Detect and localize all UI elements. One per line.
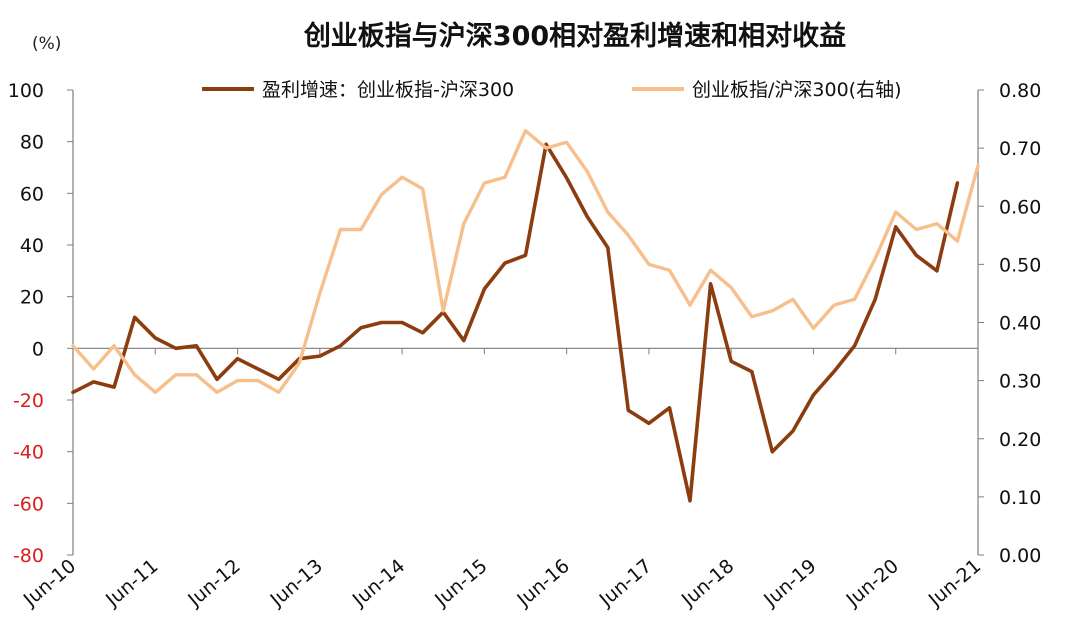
x-tick-label: Jun-15 [430, 555, 491, 612]
legend-label-1: 盈利增速：创业板指-沪深300 [262, 79, 514, 101]
right-tick-label: 0.10 [999, 487, 1041, 509]
x-tick-label: Jun-16 [512, 555, 573, 612]
right-tick-label: 0.60 [999, 196, 1041, 218]
x-tick-label: Jun-13 [266, 555, 327, 612]
left-tick-label: 100 [8, 80, 44, 102]
series-line-1 [71, 142, 960, 503]
chart-title: 创业板指与沪深300相对盈利增速和相对收益 [303, 21, 847, 52]
left-tick-label: 40 [20, 235, 44, 257]
right-tick-label: 0.20 [999, 429, 1041, 451]
x-tick-label: Jun-21 [924, 555, 985, 612]
left-axis-unit: (%) [32, 34, 62, 54]
left-tick-label: 80 [20, 132, 44, 154]
left-tick-label: -40 [13, 442, 44, 464]
x-tick-label: Jun-14 [348, 555, 409, 612]
right-tick-label: 0.40 [999, 313, 1041, 335]
series-line-2 [71, 128, 980, 394]
left-tick-label: 60 [20, 183, 44, 205]
x-tick-label: Jun-17 [595, 555, 656, 612]
x-tick-label: Jun-19 [759, 555, 820, 612]
x-tick-label: Jun-20 [842, 555, 903, 612]
x-tick-label: Jun-12 [183, 555, 244, 612]
x-tick-label: Jun-18 [677, 555, 738, 612]
right-tick-label: 0.30 [999, 371, 1041, 393]
right-tick-label: 0.50 [999, 254, 1041, 276]
right-tick-label: 0.70 [999, 138, 1041, 160]
left-tick-label: -20 [13, 390, 44, 412]
left-tick-label: 0 [32, 338, 44, 360]
right-tick-label: 0.00 [999, 545, 1041, 567]
legend-label-2: 创业板指/沪深300(右轴) [692, 79, 902, 101]
right-tick-label: 0.80 [999, 80, 1041, 102]
left-tick-label: -80 [13, 545, 44, 567]
left-tick-label: 20 [20, 287, 44, 309]
x-tick-label: Jun-11 [101, 555, 162, 612]
left-tick-label: -60 [13, 493, 44, 515]
